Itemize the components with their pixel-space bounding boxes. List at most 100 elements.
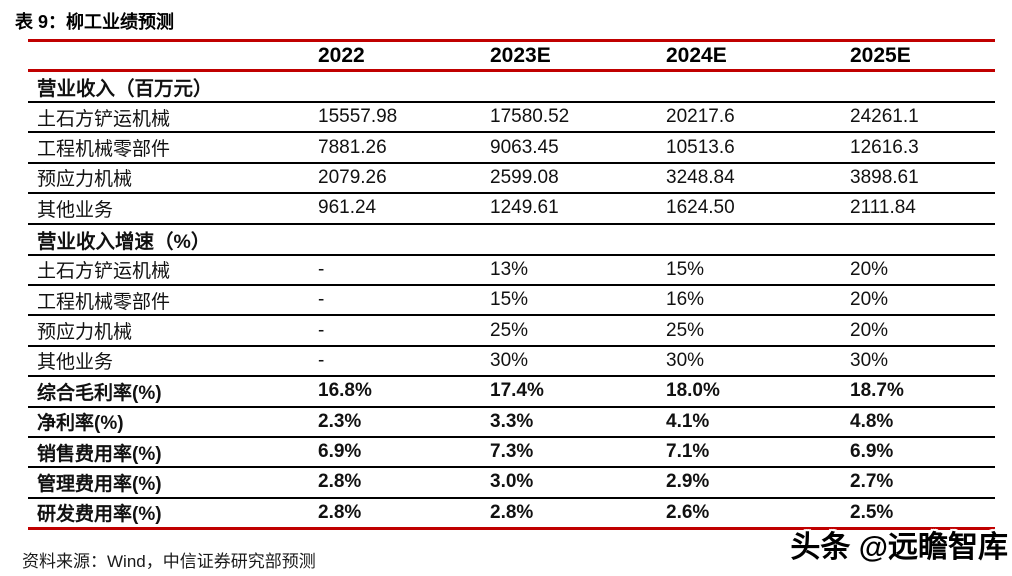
value-cell: 3248.84 <box>666 166 735 188</box>
table-row: 工程机械零部件 - 15% 16% 20% <box>28 285 995 316</box>
table-row: 工程机械零部件 7881.26 9063.45 10513.6 12616.3 <box>28 132 995 163</box>
value-cell <box>850 71 995 103</box>
value-cell: 3.0% <box>490 471 534 493</box>
value-cell: 13% <box>490 258 529 280</box>
value-cell: - <box>318 258 325 280</box>
value-cell <box>490 71 666 103</box>
section-header-row: 营业收入增速（%） <box>28 224 995 255</box>
value-cell: 7.1% <box>666 441 710 463</box>
value-cell: 15557.98 <box>318 106 398 128</box>
table-row: 土石方铲运机械 15557.98 17580.52 20217.6 24261.1 <box>28 102 995 133</box>
value-cell <box>318 71 490 103</box>
value-cell: 961.24 <box>318 197 377 219</box>
table-row: 其他业务 961.24 1249.61 1624.50 2111.84 <box>28 193 995 224</box>
value-cell: 20217.6 <box>666 106 735 128</box>
value-cell: 2.8% <box>490 501 534 523</box>
table-row: 土石方铲运机械 - 13% 15% 20% <box>28 255 995 285</box>
row-label: 综合毛利率(%) <box>37 382 162 404</box>
watermark: 头条 @远瞻智库 <box>790 531 1008 564</box>
value-cell: 7.3% <box>490 441 534 463</box>
column-header-label <box>28 41 318 71</box>
value-cell: 16% <box>666 289 705 311</box>
row-label: 其他业务 <box>37 199 114 221</box>
value-cell: 2.5% <box>850 501 894 523</box>
value-cell: 2.8% <box>318 501 362 523</box>
row-label: 销售费用率(%) <box>37 443 162 465</box>
value-cell: 12616.3 <box>850 136 919 158</box>
value-cell: 16.8% <box>318 380 372 402</box>
value-cell <box>666 224 850 255</box>
value-cell: 30% <box>490 349 529 371</box>
value-cell: 25% <box>666 319 705 341</box>
value-cell: 24261.1 <box>850 106 919 128</box>
value-cell: 9063.45 <box>490 136 559 158</box>
value-cell: 10513.6 <box>666 136 735 158</box>
table-row: 研发费用率(%) 2.8% 2.8% 2.6% 2.5% <box>28 498 995 529</box>
row-label: 营业收入增速（%） <box>37 230 211 253</box>
value-cell: 30% <box>850 349 889 371</box>
value-cell: 30% <box>666 349 705 371</box>
value-cell: 2.7% <box>850 471 894 493</box>
value-cell: 2111.84 <box>850 197 916 219</box>
source-note: 资料来源：Wind，中信证券研究部预测 <box>22 552 316 571</box>
table-row: 预应力机械 - 25% 25% 20% <box>28 315 995 346</box>
value-cell: 2599.08 <box>490 166 559 188</box>
value-cell: 17.4% <box>490 380 544 402</box>
value-cell: 2.3% <box>318 410 362 432</box>
value-cell: 4.8% <box>850 410 894 432</box>
row-label: 营业收入（百万元） <box>37 78 213 100</box>
value-cell: 7881.26 <box>318 136 387 158</box>
value-cell: 3898.61 <box>850 166 919 188</box>
value-cell: 2.6% <box>666 501 710 523</box>
value-cell: 25% <box>490 319 529 341</box>
value-cell: 18.0% <box>666 380 720 402</box>
table-title: 表 9：柳工业绩预测 <box>15 12 175 32</box>
value-cell: 20% <box>850 289 889 311</box>
row-label: 研发费用率(%) <box>37 504 162 526</box>
row-label: 预应力机械 <box>37 169 133 191</box>
value-cell: 6.9% <box>318 441 362 463</box>
value-cell: - <box>318 349 325 371</box>
value-cell: 2079.26 <box>318 166 387 188</box>
value-cell <box>666 71 850 103</box>
value-cell: 6.9% <box>850 441 894 463</box>
table-row: 净利率(%) 2.3% 3.3% 4.1% 4.8% <box>28 407 995 437</box>
value-cell <box>318 224 490 255</box>
value-cell: 1624.50 <box>666 197 735 219</box>
table-row: 预应力机械 2079.26 2599.08 3248.84 3898.61 <box>28 163 995 194</box>
row-label: 土石方铲运机械 <box>37 108 171 130</box>
table-row: 销售费用率(%) 6.9% 7.3% 7.1% 6.9% <box>28 437 995 468</box>
value-cell: 3.3% <box>490 410 534 432</box>
value-cell: 2.8% <box>318 471 362 493</box>
row-label: 预应力机械 <box>37 322 133 344</box>
table-body: 营业收入（百万元） 土石方铲运机械 15557.98 17580.52 20217.6 2… <box>28 71 995 529</box>
value-cell: 15% <box>490 289 529 311</box>
row-label: 土石方铲运机械 <box>37 261 171 283</box>
column-header: 2023E <box>490 43 551 67</box>
value-cell <box>850 224 995 255</box>
value-cell: 20% <box>850 319 889 341</box>
header-row: 2022 2023E 2024E 2025E <box>28 40 995 71</box>
row-label: 净利率(%) <box>37 413 124 435</box>
table-header: 2022 2023E 2024E 2025E <box>28 40 995 71</box>
column-header: 2024E <box>666 43 727 67</box>
value-cell: 20% <box>850 258 889 280</box>
row-label: 工程机械零部件 <box>37 139 171 161</box>
column-header: 2022 <box>318 43 365 67</box>
value-cell: - <box>318 289 325 311</box>
table-row: 其他业务 - 30% 30% 30% <box>28 346 995 377</box>
value-cell: 1249.61 <box>490 197 559 219</box>
value-cell: 2.9% <box>666 471 710 493</box>
value-cell: 4.1% <box>666 410 710 432</box>
section-header-row: 营业收入（百万元） <box>28 71 995 103</box>
table-row: 管理费用率(%) 2.8% 3.0% 2.9% 2.7% <box>28 467 995 498</box>
value-cell: - <box>318 319 325 341</box>
row-label: 管理费用率(%) <box>37 473 162 495</box>
value-cell: 18.7% <box>850 380 904 402</box>
table-row: 综合毛利率(%) 16.8% 17.4% 18.0% 18.7% <box>28 376 995 407</box>
value-cell <box>490 224 666 255</box>
value-cell: 17580.52 <box>490 106 570 128</box>
column-header: 2025E <box>850 43 911 67</box>
forecast-table: 2022 2023E 2024E 2025E 营业收入（百万元） 土石方铲运机械 1555… <box>28 39 995 530</box>
